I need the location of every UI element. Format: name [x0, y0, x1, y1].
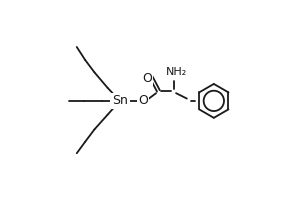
Text: O: O	[138, 94, 148, 107]
Text: Sn: Sn	[112, 94, 128, 107]
Text: O: O	[142, 72, 152, 85]
Text: NH₂: NH₂	[166, 67, 187, 77]
